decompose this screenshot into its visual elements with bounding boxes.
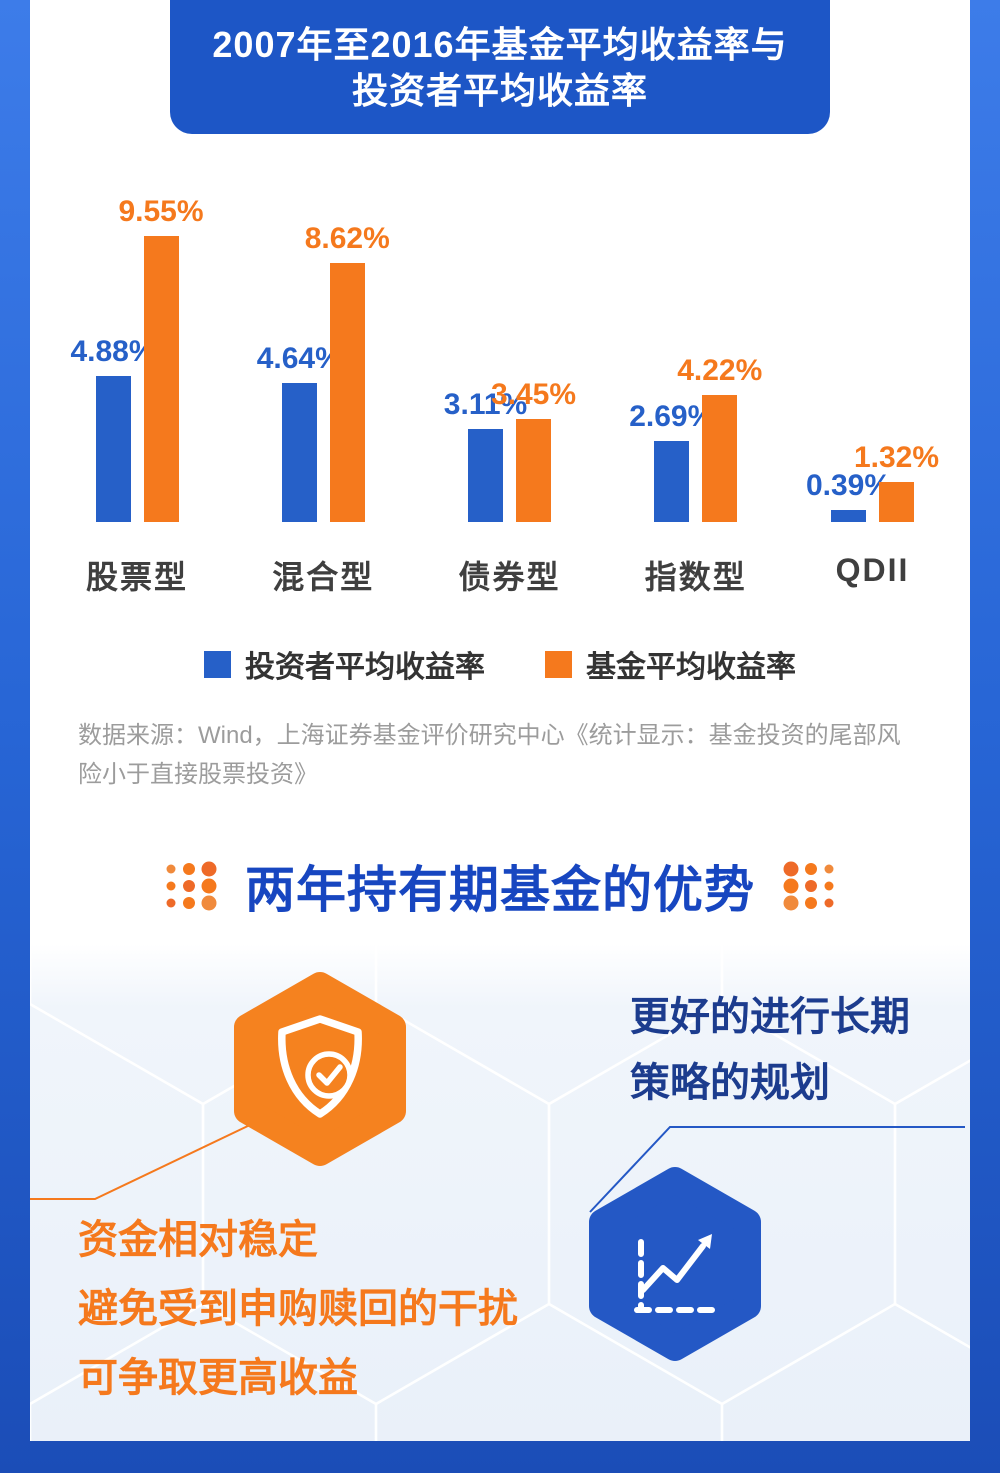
legend-item-fund: 基金平均收益率 <box>545 642 796 686</box>
chart-group: 0.39% 1.32% QDII <box>805 192 940 598</box>
bar-value-label: 1.32% <box>853 441 940 475</box>
advantage-stability-line3: 可争取更高收益 <box>78 1356 358 1400</box>
bar <box>143 235 179 522</box>
content-card: 2007年至2016年基金平均收益率与 投资者平均收益率 4.88% 9.55% 股… <box>30 0 970 1441</box>
legend-swatch-blue-icon <box>204 650 231 678</box>
bar <box>329 263 365 522</box>
chart-group: 4.64% 8.62% 混合型 <box>256 192 390 598</box>
legend-label-fund: 基金平均收益率 <box>586 651 796 684</box>
bar <box>879 482 914 522</box>
chart-title-banner: 2007年至2016年基金平均收益率与 投资者平均收益率 <box>170 0 830 134</box>
bar <box>95 375 131 522</box>
section-title: 两年持有期基金的优势 <box>245 862 755 918</box>
shield-check-icon <box>234 972 406 1166</box>
dots-icon <box>783 861 834 911</box>
chart-title-line1: 2007年至2016年基金平均收益率与 <box>212 24 788 65</box>
legend-item-investor: 投资者平均收益率 <box>204 642 485 686</box>
advantages-section: 更好的进行长期 策略的规划 资金相对稳定 避免受到申购赎回的干扰 可争取更高收益 <box>30 944 970 1441</box>
section-title-row: 两年持有期基金的优势 <box>30 850 970 922</box>
category-label: QDII <box>835 552 910 588</box>
bar-value-label: 4.88% <box>70 334 156 368</box>
chart-group: 2.69% 4.22% 指数型 <box>629 192 763 598</box>
category-label: 债券型 <box>458 559 561 595</box>
advantage-long-term-line1: 更好的进行长期 <box>630 995 910 1039</box>
chart-legend: 投资者平均收益率 基金平均收益率 <box>30 642 970 686</box>
bar <box>831 510 866 522</box>
bar-value-label: 9.55% <box>118 194 204 228</box>
chart-group: 3.11% 3.45% 债券型 <box>443 192 577 598</box>
legend-label-investor: 投资者平均收益率 <box>245 651 485 684</box>
bar-value-label: 3.11% <box>443 387 528 421</box>
hexagon-pattern <box>30 944 970 1441</box>
chart-group: 4.88% 9.55% 股票型 <box>70 192 204 598</box>
bar-value-label: 0.39% <box>805 469 892 503</box>
bar <box>516 418 551 522</box>
advantage-long-term-text: 更好的进行长期 策略的规划 <box>630 984 910 1116</box>
dots-icon <box>166 861 217 911</box>
bar-value-label: 4.22% <box>677 354 763 388</box>
chart-title-line2: 投资者平均收益率 <box>351 70 648 111</box>
blue-connector-line <box>589 1126 965 1213</box>
bar-value-label: 4.64% <box>256 341 342 375</box>
advantage-stability-line1: 资金相对稳定 <box>78 1218 318 1262</box>
bar <box>654 441 690 522</box>
advantage-stability-line2: 避免受到申购赎回的干扰 <box>78 1287 518 1331</box>
bar <box>702 395 738 522</box>
data-source-note: 数据来源：Wind，上海证券基金评价研究中心《统计显示：基金投资的尾部风险小于直… <box>78 722 901 788</box>
bar <box>468 428 503 522</box>
bar-chart: 4.88% 9.55% 股票型 4.64% 8.62% 混合型 3.11% 3.45% 债券型 2… <box>30 192 970 598</box>
advantage-stability-text: 资金相对稳定 避免受到申购赎回的干扰 可争取更高收益 <box>78 1206 518 1413</box>
bar-value-label: 8.62% <box>304 222 390 256</box>
bar-value-label: 3.45% <box>490 377 577 411</box>
orange-connector-line <box>30 1123 253 1200</box>
category-label: 混合型 <box>272 559 375 595</box>
connector-lines <box>30 1123 965 1213</box>
advantage-long-term-line2: 策略的规划 <box>630 1061 830 1105</box>
category-label: 指数型 <box>644 559 747 595</box>
line-chart-icon <box>589 1167 761 1361</box>
category-label: 股票型 <box>86 559 189 595</box>
legend-swatch-orange-icon <box>545 650 572 678</box>
bar-value-label: 2.69% <box>629 400 715 434</box>
bar <box>281 382 317 522</box>
